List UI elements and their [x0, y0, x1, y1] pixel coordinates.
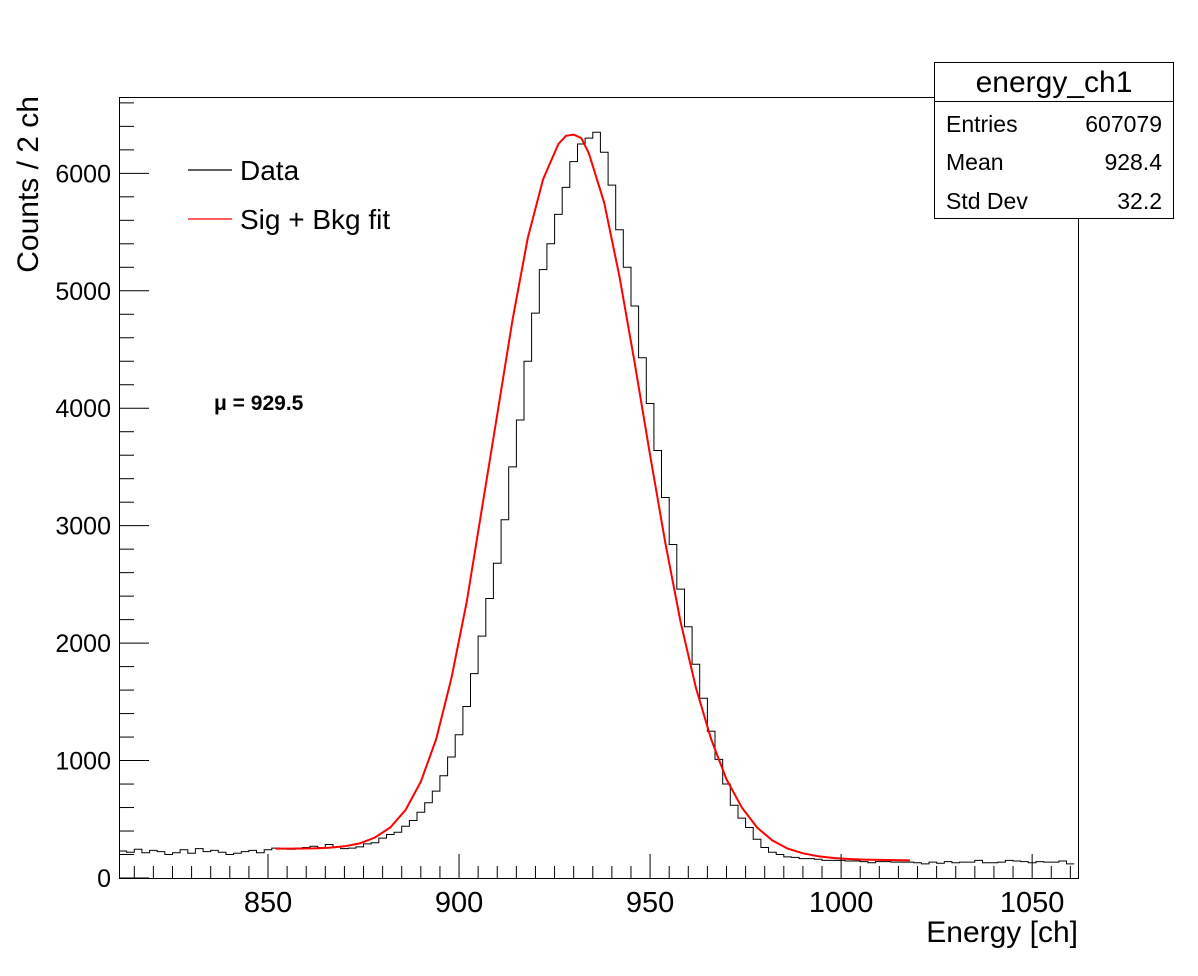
y-axis: 0 1000 2000 3000 4000 5000 6000: [55, 102, 149, 893]
x-tick-label: 850: [244, 887, 292, 919]
data-histogram-path: [119, 131, 1075, 865]
fit-curve-line: [275, 133, 910, 862]
legend: Data Sig + Bkg fit: [188, 155, 390, 235]
stats-title: energy_ch1: [976, 66, 1133, 99]
mean-annotation: μ = 929.5: [214, 392, 304, 415]
x-axis: 850 900 950 1000 1050: [133, 854, 1071, 919]
y-tick-label: 3000: [55, 513, 111, 541]
plot-frame: [119, 97, 1079, 879]
stats-mean-label: Mean: [946, 149, 1004, 175]
fit-curve: [275, 133, 910, 862]
stats-stddev-label: Std Dev: [946, 188, 1028, 214]
stats-stddev-value: 32.2: [1117, 188, 1162, 214]
y-tick-label: 4000: [55, 395, 111, 423]
x-tick-label: 950: [626, 887, 674, 919]
y-tick-label: 1000: [55, 748, 111, 776]
x-tick-label: 1050: [1000, 887, 1065, 919]
data-histogram: [119, 131, 1075, 865]
plot-frame-rect: [119, 97, 1079, 879]
stats-mean-value: 928.4: [1104, 149, 1162, 175]
x-tick-label: 900: [435, 887, 483, 919]
legend-data-label: Data: [240, 155, 300, 186]
stats-box-frame: [934, 62, 1174, 219]
x-tick-label: 1000: [809, 887, 874, 919]
y-axis-label: Counts / 2 ch: [12, 96, 45, 273]
y-tick-label: 0: [97, 865, 111, 893]
y-tick-label: 6000: [55, 160, 111, 188]
x-axis-label: Energy [ch]: [926, 916, 1078, 949]
legend-fit-label: Sig + Bkg fit: [240, 204, 390, 235]
y-tick-label: 2000: [55, 630, 111, 658]
stats-entries-label: Entries: [946, 111, 1018, 137]
stats-box: energy_ch1 Entries 607079 Mean 928.4 Std…: [934, 62, 1174, 219]
stats-entries-value: 607079: [1085, 111, 1162, 137]
y-tick-label: 5000: [55, 278, 111, 306]
